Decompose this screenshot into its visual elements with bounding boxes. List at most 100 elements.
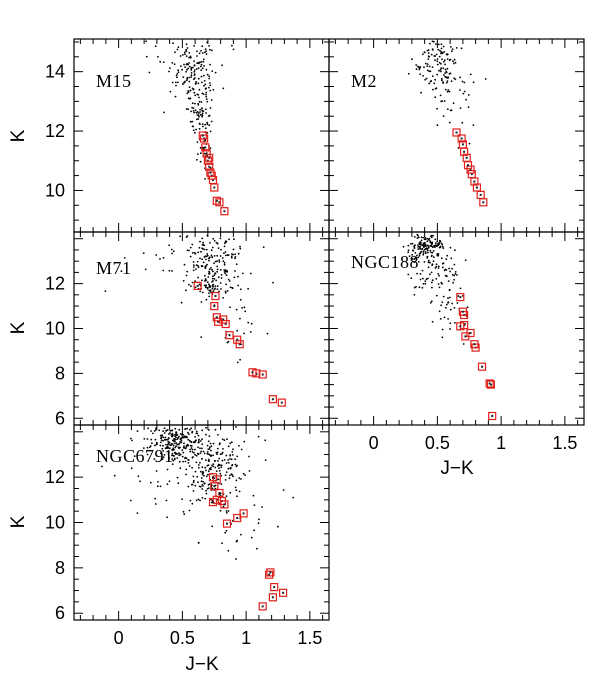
field-star bbox=[166, 483, 169, 485]
field-star bbox=[184, 457, 186, 460]
field-star bbox=[430, 300, 433, 303]
field-star bbox=[188, 52, 191, 54]
member-star-center bbox=[213, 186, 216, 189]
field-star bbox=[161, 434, 164, 437]
field-star bbox=[451, 274, 454, 276]
field-star bbox=[190, 72, 193, 74]
field-star bbox=[213, 255, 216, 257]
member-star-center bbox=[218, 201, 221, 204]
field-star bbox=[264, 459, 267, 461]
field-star bbox=[162, 436, 165, 439]
field-star bbox=[235, 558, 237, 560]
x-tick-label: 1 bbox=[241, 628, 251, 648]
field-star bbox=[472, 124, 475, 126]
field-star bbox=[120, 270, 123, 273]
field-star bbox=[224, 254, 227, 257]
field-star bbox=[220, 248, 222, 251]
field-star bbox=[205, 433, 207, 436]
field-star bbox=[206, 73, 209, 76]
field-star bbox=[174, 95, 177, 98]
field-star bbox=[159, 485, 162, 488]
field-star bbox=[183, 81, 185, 84]
field-star bbox=[204, 278, 207, 280]
field-star bbox=[454, 61, 457, 64]
field-star bbox=[172, 42, 175, 45]
member-star bbox=[208, 498, 218, 507]
field-star bbox=[415, 64, 418, 66]
field-star bbox=[154, 503, 157, 505]
member-star bbox=[488, 411, 497, 421]
field-star bbox=[257, 435, 260, 438]
field-star bbox=[209, 285, 212, 288]
field-star bbox=[252, 494, 255, 497]
field-star bbox=[443, 100, 446, 102]
field-star bbox=[445, 53, 448, 55]
field-star bbox=[234, 253, 237, 256]
field-star bbox=[169, 429, 172, 432]
field-star bbox=[197, 61, 200, 64]
field-star bbox=[436, 60, 439, 63]
field-star bbox=[441, 282, 443, 285]
y-tick-label: 8 bbox=[55, 363, 65, 383]
field-star bbox=[159, 452, 162, 455]
field-star bbox=[419, 242, 422, 245]
field-star bbox=[148, 71, 151, 74]
field-star bbox=[181, 83, 184, 86]
field-star bbox=[204, 284, 207, 287]
field-star bbox=[223, 252, 225, 255]
field-star bbox=[424, 252, 427, 255]
member-star bbox=[220, 500, 229, 509]
field-star bbox=[207, 86, 210, 89]
field-star bbox=[434, 96, 437, 99]
field-star bbox=[187, 462, 190, 464]
field-star bbox=[189, 55, 192, 58]
field-star bbox=[188, 62, 191, 64]
field-star bbox=[192, 88, 195, 91]
field-star bbox=[174, 438, 177, 441]
member-star-center bbox=[236, 338, 239, 341]
field-star bbox=[218, 457, 221, 460]
member-star bbox=[268, 593, 277, 602]
field-star bbox=[220, 464, 223, 467]
field-star bbox=[213, 278, 216, 280]
field-star bbox=[142, 447, 145, 449]
field-star bbox=[167, 437, 170, 440]
field-star bbox=[210, 267, 212, 269]
field-star bbox=[228, 238, 230, 241]
field-star bbox=[209, 130, 212, 133]
field-star bbox=[208, 268, 211, 271]
field-star bbox=[454, 249, 456, 252]
field-star bbox=[203, 74, 205, 77]
field-star bbox=[210, 498, 212, 501]
field-star bbox=[177, 46, 180, 49]
field-star bbox=[445, 258, 448, 260]
field-star bbox=[436, 73, 438, 76]
field-star bbox=[195, 268, 197, 270]
field-star bbox=[208, 283, 210, 286]
field-star bbox=[453, 307, 456, 309]
field-star bbox=[446, 90, 449, 93]
member-star-center bbox=[273, 586, 276, 589]
field-star bbox=[156, 485, 159, 488]
field-star bbox=[417, 234, 419, 237]
field-star bbox=[203, 452, 206, 455]
field-star bbox=[239, 358, 242, 361]
field-star bbox=[436, 294, 438, 297]
field-star bbox=[190, 110, 193, 113]
field-star bbox=[162, 450, 165, 452]
field-star bbox=[172, 250, 175, 253]
x-tick-label: 0 bbox=[369, 433, 379, 453]
field-star bbox=[426, 237, 429, 240]
field-star bbox=[197, 103, 200, 106]
field-star bbox=[422, 277, 424, 280]
x-tick-label: 1.5 bbox=[552, 433, 577, 453]
member-star-center bbox=[238, 343, 241, 346]
field-star bbox=[449, 328, 451, 330]
field-star bbox=[168, 244, 171, 247]
field-star bbox=[180, 439, 183, 442]
field-star bbox=[185, 43, 188, 46]
field-star bbox=[231, 463, 234, 466]
field-star bbox=[188, 65, 191, 68]
field-star bbox=[199, 111, 202, 113]
field-star bbox=[461, 121, 464, 124]
